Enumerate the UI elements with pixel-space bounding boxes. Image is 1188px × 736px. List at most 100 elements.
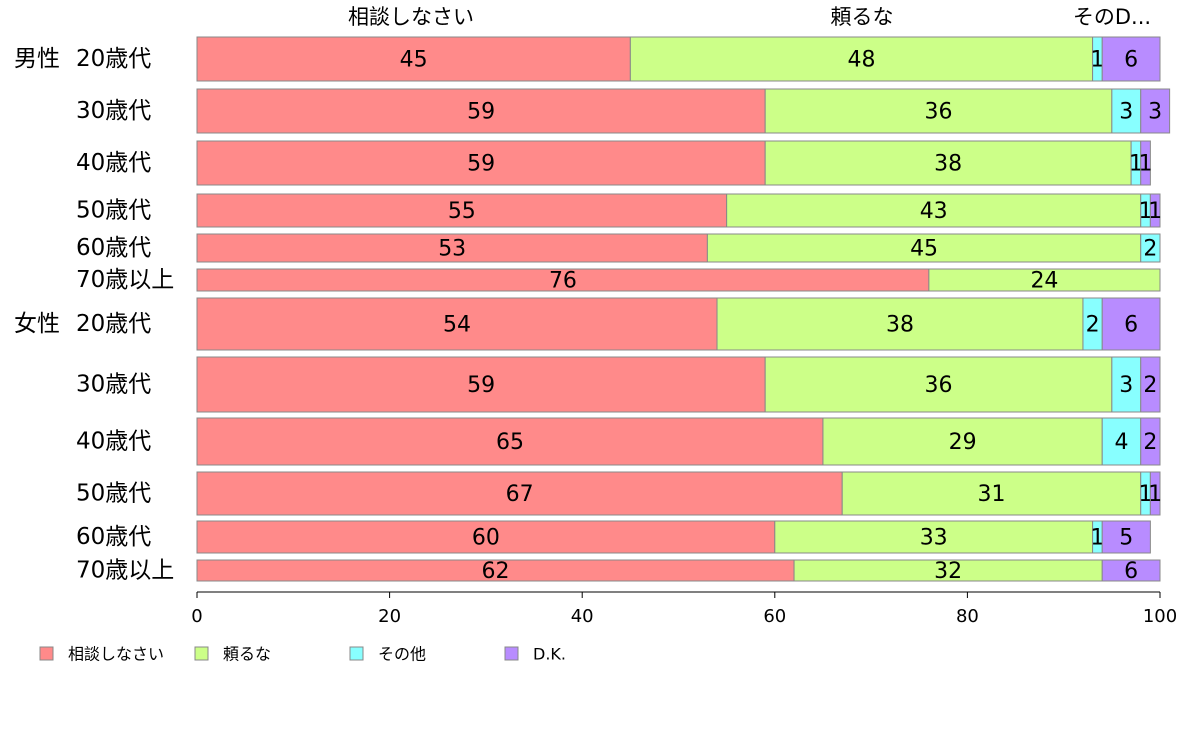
- bar-value-label: 5: [1119, 526, 1133, 551]
- bar-value-label: 38: [934, 152, 962, 177]
- row-label: 50歳代: [76, 481, 151, 507]
- bar-segment: [196, 140, 766, 186]
- group-label: 女性: [14, 311, 60, 337]
- bar-value-label: 4: [1114, 430, 1128, 455]
- bar-value-label: 54: [443, 313, 471, 338]
- bar-segment: [196, 417, 824, 466]
- legend-swatch: [39, 646, 54, 661]
- bar-value-label: 1: [1139, 152, 1153, 177]
- bar-value-label: 59: [467, 100, 495, 125]
- bar-segment: [1101, 559, 1161, 582]
- bar-value-label: 1: [1129, 152, 1143, 177]
- bar-segment: [196, 471, 843, 516]
- bar-segment: [764, 356, 1113, 413]
- top-series-label: そのD...: [1073, 5, 1151, 29]
- x-tick-label: 0: [191, 606, 202, 627]
- bar-value-label: 6: [1124, 48, 1138, 73]
- group-label: 男性: [14, 46, 60, 72]
- bar-value-label: 6: [1124, 313, 1138, 338]
- bar-value-label: 1: [1139, 482, 1153, 507]
- bar-value-label: 33: [920, 526, 948, 551]
- bar-segment: [196, 36, 631, 82]
- bar-value-label: 2: [1143, 430, 1157, 455]
- bar-value-label: 2: [1086, 313, 1100, 338]
- bar-segment: [928, 268, 1161, 292]
- bar-value-label: 32: [934, 559, 962, 584]
- legend-swatch: [349, 646, 364, 661]
- row-label: 40歳代: [76, 429, 151, 455]
- x-axis: 0 20 40 60 80 100: [191, 591, 1177, 627]
- legend-label: 頼るな: [223, 645, 271, 664]
- bar-value-label: 1: [1139, 199, 1153, 224]
- bar-segment: [196, 193, 728, 228]
- bar-value-label: 24: [1030, 269, 1058, 294]
- bar-value-label: 48: [847, 48, 875, 73]
- bar-segment: [1149, 193, 1161, 228]
- bar-segment: [716, 297, 1084, 351]
- bar-value-label: 59: [467, 373, 495, 398]
- x-tick-label: 60: [763, 606, 786, 627]
- bar-value-label: 1: [1148, 482, 1162, 507]
- bar-value-label: 59: [467, 152, 495, 177]
- legend-label: その他: [378, 645, 426, 664]
- bar-segment: [1101, 417, 1142, 466]
- top-series-label: 頼るな: [831, 5, 894, 29]
- bar-segment: [822, 417, 1103, 466]
- bar-segment: [196, 233, 708, 263]
- bar-value-label: 3: [1119, 373, 1133, 398]
- legend-label: D.K.: [533, 645, 566, 664]
- bar-value-label: 45: [910, 237, 938, 262]
- bar-segment: [774, 520, 1094, 554]
- bar-value-label: 45: [400, 48, 428, 73]
- bar-segment: [1111, 88, 1142, 134]
- bar-segment: [196, 88, 766, 134]
- bar-segment: [764, 88, 1113, 134]
- row-label: 70歳以上: [76, 558, 174, 584]
- x-tick-label: 20: [378, 606, 401, 627]
- row-label: 40歳代: [76, 150, 151, 176]
- bar-value-label: 3: [1119, 100, 1133, 125]
- row-label: 20歳代: [76, 311, 151, 337]
- bar-segment: [726, 193, 1142, 228]
- bar-segment: [1140, 356, 1161, 413]
- row-label: 20歳代: [76, 46, 151, 72]
- top-series-label: 相談しなさい: [348, 5, 474, 29]
- bar-segment: [764, 140, 1132, 186]
- bar-segment: [196, 297, 718, 351]
- bar-value-label: 29: [949, 430, 977, 455]
- row-label: 50歳代: [76, 198, 151, 224]
- bar-segment: [1140, 233, 1161, 263]
- row-label: 30歳代: [76, 372, 151, 398]
- bar-value-label: 1: [1148, 199, 1162, 224]
- bar-segment: [1149, 471, 1161, 516]
- bar-segment: [629, 36, 1094, 82]
- bar-value-label: 36: [925, 373, 953, 398]
- legend: 相談しなさい 頼るな その他 D.K.: [39, 645, 566, 664]
- bar-segment: [1140, 417, 1161, 466]
- x-tick-label: 40: [571, 606, 594, 627]
- bar-value-label: 1: [1090, 526, 1104, 551]
- row-label: 60歳代: [76, 524, 151, 550]
- bar-segment: [1101, 297, 1161, 351]
- bar-value-label: 62: [482, 559, 510, 584]
- bar-value-label: 67: [506, 482, 534, 507]
- bar-value-label: 36: [925, 100, 953, 125]
- row-label: 30歳代: [76, 98, 151, 124]
- bar-segment: [1140, 88, 1171, 134]
- bar-segment: [196, 356, 766, 413]
- bar-segment: [1101, 36, 1161, 82]
- x-tick-label: 100: [1143, 606, 1177, 627]
- bar-value-label: 43: [920, 199, 948, 224]
- bar-value-label: 53: [438, 237, 466, 262]
- bar-value-label: 1: [1090, 48, 1104, 73]
- bar-segment: [841, 471, 1142, 516]
- row-labels: 20歳代男性30歳代40歳代50歳代60歳代70歳以上20歳代女性30歳代40歳…: [14, 46, 174, 584]
- bar-value-label: 2: [1143, 373, 1157, 398]
- bar-segment: [1140, 140, 1151, 186]
- bar-segment: [1111, 356, 1142, 413]
- row-label: 70歳以上: [76, 267, 174, 293]
- bar-segment: [1101, 520, 1151, 554]
- bar-value-label: 6: [1124, 559, 1138, 584]
